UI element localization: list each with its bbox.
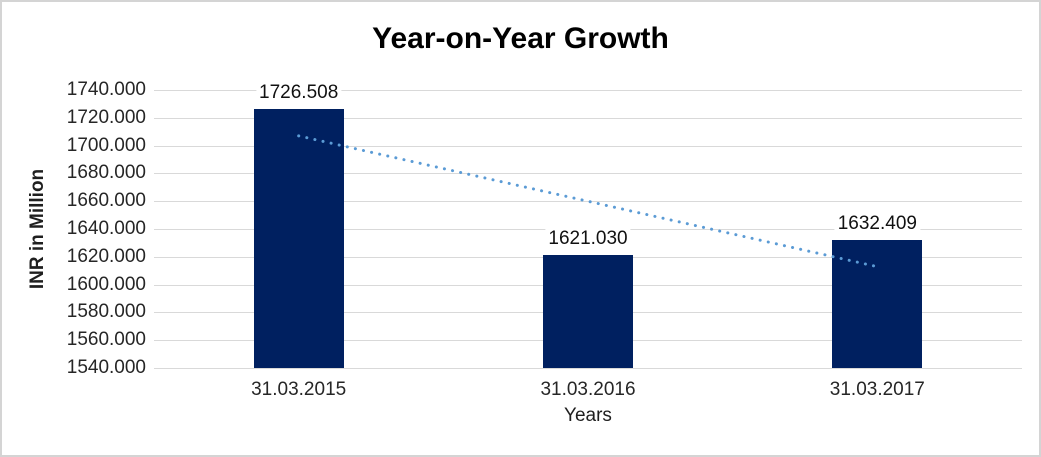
y-tick-label: 1580.000 (66, 301, 146, 323)
y-tick-label: 1700.000 (66, 134, 146, 156)
x-axis-title: Years (564, 405, 612, 426)
plot-area: 1740.000 1720.000 1700.000 1680.000 1660.000… (67, 79, 1022, 400)
y-tick-label: 1680.000 (66, 162, 146, 184)
bar (253, 108, 344, 368)
y-tick-label: 1620.000 (66, 245, 146, 267)
y-tick-label: 1720.000 (66, 106, 146, 128)
gridline (154, 90, 1022, 91)
trendline (297, 134, 879, 269)
bar (543, 255, 633, 368)
y-tick-label: 1600.000 (66, 273, 146, 295)
y-tick-label: 1640.000 (66, 218, 146, 239)
gridline (154, 117, 1022, 119)
gridline (154, 173, 1022, 175)
x-tick-label: 31.03.2015 (251, 379, 347, 400)
gridline (154, 368, 1022, 369)
chart-title: Year-on-Year Growth (372, 22, 669, 55)
data-label: 1632.409 (834, 212, 920, 235)
trendline-path (297, 134, 879, 269)
y-tick-label: 1540.000 (66, 357, 146, 378)
bar (832, 239, 923, 368)
gridline (154, 145, 1022, 147)
data-label: 1726.508 (256, 81, 342, 104)
x-tick-label: 31.03.2017 (829, 379, 925, 400)
data-label: 1621.030 (545, 228, 631, 251)
y-tick-label: 1660.000 (66, 190, 146, 212)
y-tick-label: 1740.000 (66, 79, 146, 100)
y-tick-label: 1560.000 (66, 329, 146, 351)
gridline (154, 201, 1022, 203)
x-tick-label: 31.03.2016 (540, 379, 636, 400)
